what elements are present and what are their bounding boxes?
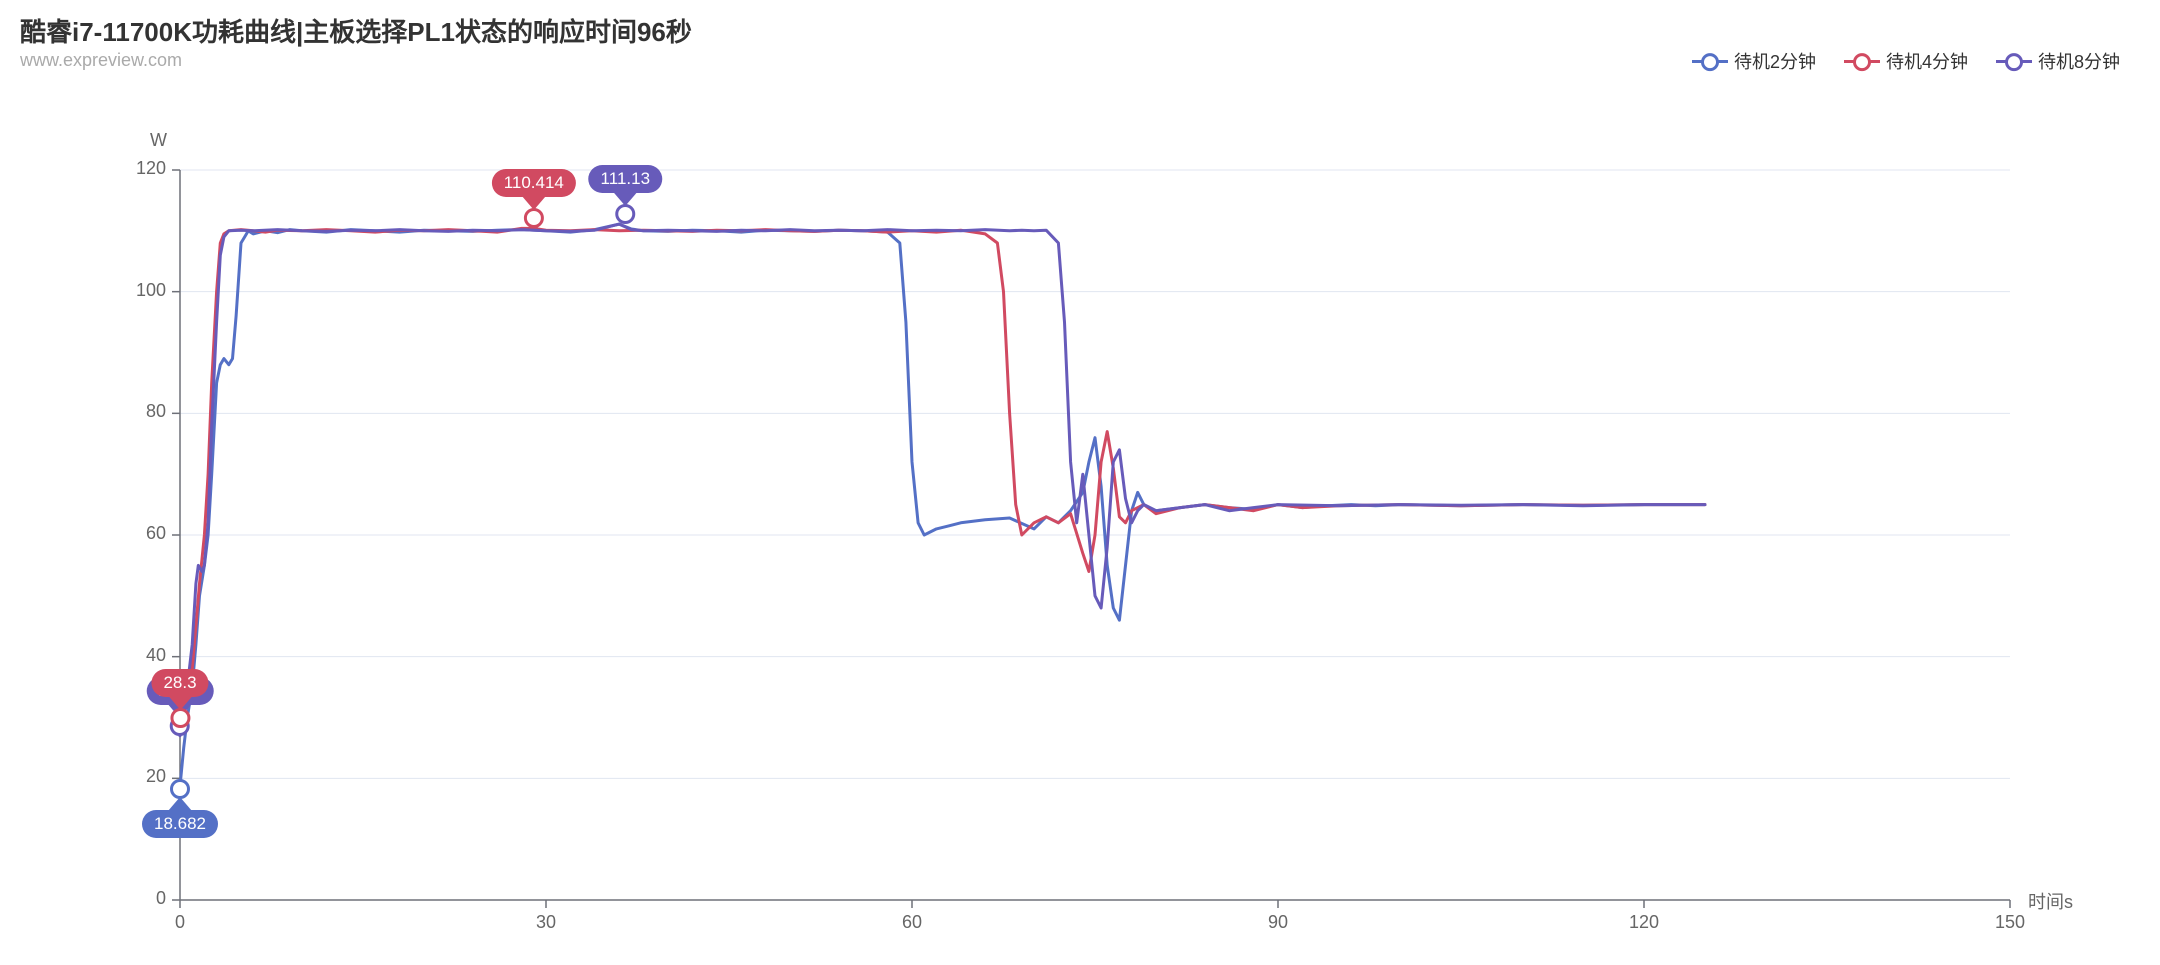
y-axis-label: W	[150, 130, 167, 151]
y-tick: 0	[156, 888, 166, 909]
y-tick: 60	[146, 523, 166, 544]
y-tick: 20	[146, 766, 166, 787]
x-tick: 0	[160, 912, 200, 933]
x-tick: 120	[1624, 912, 1664, 933]
legend: 待机2分钟 待机4分钟 待机8分钟	[1692, 48, 2120, 74]
x-tick: 150	[1990, 912, 2030, 933]
legend-item[interactable]: 待机8分钟	[1996, 48, 2120, 74]
y-tick: 120	[136, 158, 166, 179]
y-tick: 100	[136, 280, 166, 301]
legend-item[interactable]: 待机2分钟	[1692, 48, 1816, 74]
chart-container: 酷睿i7-11700K功耗曲线|主板选择PL1状态的响应时间96秒 www.ex…	[0, 0, 2160, 960]
y-tick: 80	[146, 401, 166, 422]
x-tick: 30	[526, 912, 566, 933]
x-tick: 60	[892, 912, 932, 933]
x-tick: 90	[1258, 912, 1298, 933]
y-tick: 40	[146, 645, 166, 666]
legend-label: 待机8分钟	[2038, 48, 2120, 74]
legend-label: 待机2分钟	[1734, 48, 1816, 74]
chart-svg	[0, 0, 2160, 960]
chart-title: 酷睿i7-11700K功耗曲线|主板选择PL1状态的响应时间96秒	[20, 12, 692, 49]
legend-item[interactable]: 待机4分钟	[1844, 48, 1968, 74]
legend-label: 待机4分钟	[1886, 48, 1968, 74]
x-axis-label: 时间s	[2028, 888, 2073, 914]
chart-subtitle: www.expreview.com	[20, 50, 182, 71]
